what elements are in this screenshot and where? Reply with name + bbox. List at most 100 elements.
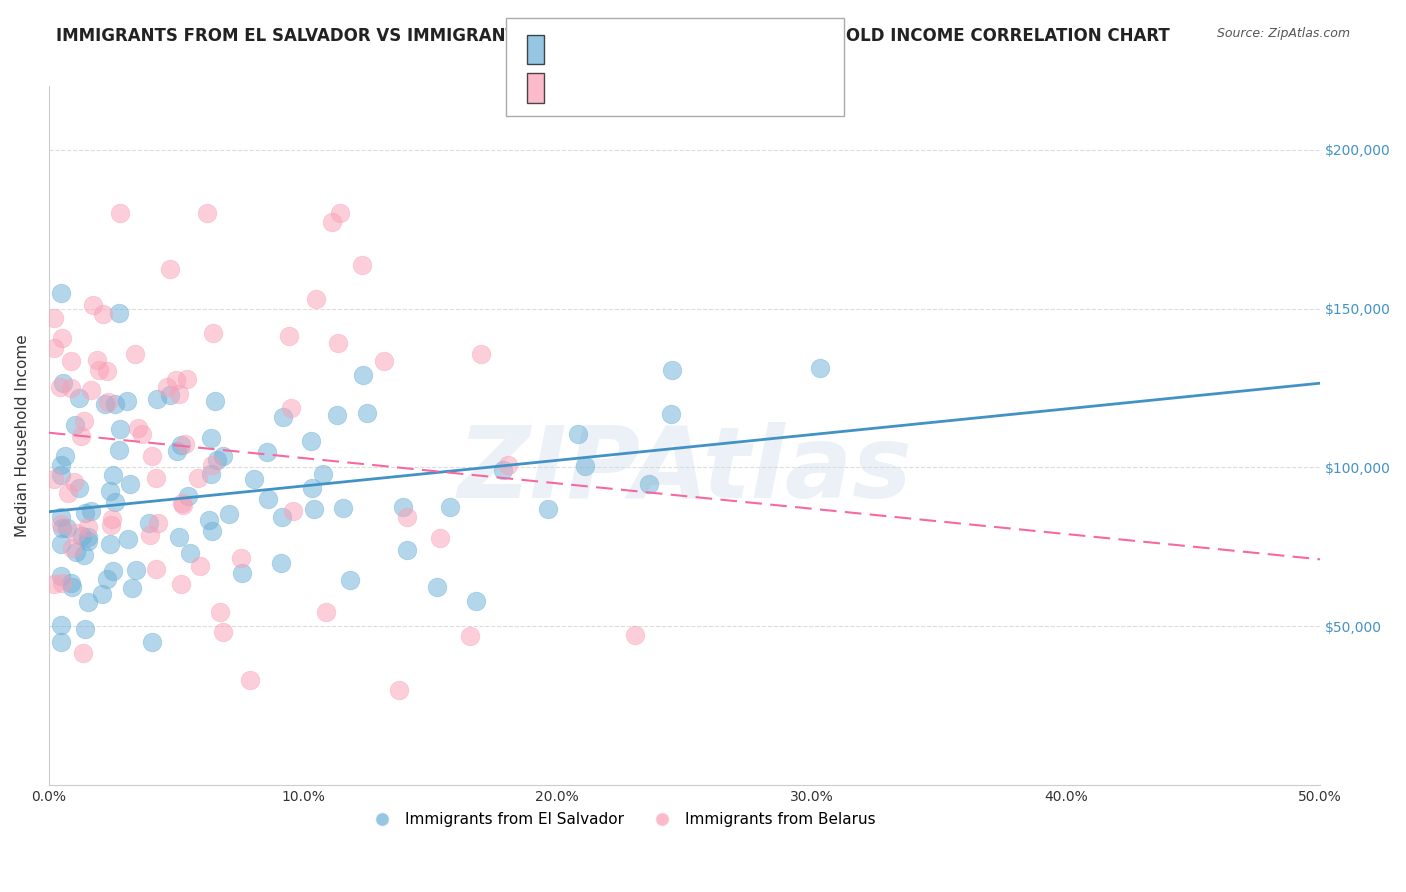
Point	[574, 459, 596, 474]
Point	[80, 504, 103, 518]
Point	[104, 397, 127, 411]
Point	[212, 625, 235, 640]
Point	[51, 635, 73, 649]
Point	[172, 496, 194, 510]
Point	[211, 449, 233, 463]
Point	[145, 470, 167, 484]
Point	[661, 363, 683, 377]
Point	[624, 628, 647, 642]
Point	[321, 215, 343, 229]
Point	[56, 521, 79, 535]
Point	[470, 346, 492, 360]
Point	[165, 373, 187, 387]
Point	[270, 510, 292, 524]
Point	[77, 530, 100, 544]
Point	[201, 524, 224, 538]
Point	[231, 551, 253, 566]
Point	[270, 556, 292, 570]
Point	[94, 397, 117, 411]
Point	[458, 629, 481, 643]
Text: R = -0.066   N = 71: R = -0.066 N = 71	[534, 80, 724, 98]
Point	[51, 467, 73, 482]
Point	[124, 347, 146, 361]
Point	[107, 306, 129, 320]
Point	[257, 491, 280, 506]
Point	[204, 393, 226, 408]
Point	[176, 372, 198, 386]
Point	[145, 562, 167, 576]
Point	[146, 516, 169, 530]
Text: IMMIGRANTS FROM EL SALVADOR VS IMMIGRANTS FROM BELARUS MEDIAN HOUSEHOLD INCOME C: IMMIGRANTS FROM EL SALVADOR VS IMMIGRANT…	[56, 27, 1170, 45]
Point	[103, 468, 125, 483]
Point	[396, 509, 419, 524]
Text: Source: ZipAtlas.com: Source: ZipAtlas.com	[1216, 27, 1350, 40]
Point	[339, 573, 361, 587]
Legend: Immigrants from El Salvador, Immigrants from Belarus: Immigrants from El Salvador, Immigrants …	[360, 806, 882, 833]
Point	[51, 537, 73, 551]
Point	[96, 572, 118, 586]
Point	[202, 326, 225, 340]
Point	[200, 467, 222, 481]
Point	[187, 471, 209, 485]
Point	[70, 429, 93, 443]
Point	[60, 353, 83, 368]
Point	[659, 407, 682, 421]
Point	[141, 449, 163, 463]
Point	[139, 528, 162, 542]
Point	[101, 512, 124, 526]
Point	[51, 285, 73, 300]
Point	[195, 206, 218, 220]
Point	[118, 477, 141, 491]
Point	[373, 353, 395, 368]
Point	[304, 502, 326, 516]
Point	[156, 380, 179, 394]
Point	[169, 530, 191, 544]
Point	[70, 529, 93, 543]
Point	[65, 545, 87, 559]
Point	[496, 458, 519, 472]
Point	[79, 383, 101, 397]
Point	[117, 532, 139, 546]
Point	[299, 434, 322, 449]
Point	[391, 500, 413, 515]
Point	[127, 421, 149, 435]
Point	[59, 576, 82, 591]
Point	[73, 622, 96, 636]
Point	[91, 587, 114, 601]
Point	[209, 606, 232, 620]
Point	[103, 564, 125, 578]
Point	[93, 308, 115, 322]
Point	[56, 486, 79, 500]
Point	[98, 483, 121, 498]
Point	[125, 563, 148, 577]
Point	[537, 501, 560, 516]
Point	[159, 262, 181, 277]
Point	[465, 594, 488, 608]
Point	[395, 543, 418, 558]
Point	[87, 363, 110, 377]
Point	[172, 498, 194, 512]
Point	[51, 618, 73, 632]
Point	[315, 605, 337, 619]
Point	[51, 575, 73, 590]
Point	[205, 453, 228, 467]
Point	[170, 438, 193, 452]
Point	[188, 558, 211, 573]
Point	[146, 392, 169, 407]
Point	[42, 472, 65, 486]
Point	[429, 531, 451, 545]
Point	[311, 467, 333, 482]
Point	[96, 364, 118, 378]
Point	[169, 386, 191, 401]
Point	[166, 444, 188, 458]
Point	[51, 458, 73, 473]
Point	[231, 566, 253, 581]
Point	[51, 516, 73, 531]
Point	[239, 673, 262, 687]
Point	[280, 401, 302, 415]
Point	[304, 292, 326, 306]
Point	[104, 495, 127, 509]
Point	[60, 581, 83, 595]
Point	[567, 427, 589, 442]
Point	[67, 391, 90, 405]
